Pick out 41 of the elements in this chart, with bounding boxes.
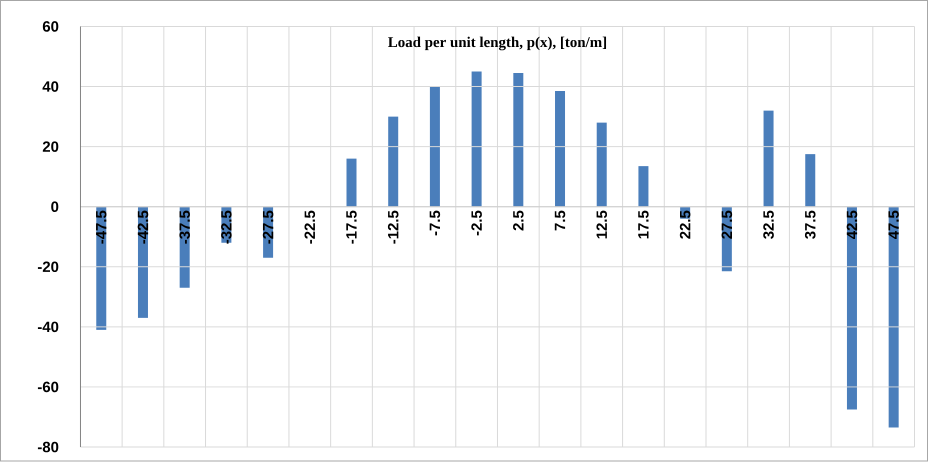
x-tick-label: 47.5: [888, 210, 899, 240]
x-tick-label: 22.5: [680, 210, 690, 240]
bar: [388, 116, 398, 207]
x-tick-label: -42.5: [138, 210, 148, 244]
x-tick-label: -17.5: [346, 210, 357, 244]
y-tick-label: 20: [42, 142, 58, 152]
bar: [638, 166, 648, 207]
x-tick-label: 12.5: [596, 210, 608, 239]
x-tick-label: -2.5: [471, 210, 482, 236]
x-tick-label: -27.5: [262, 210, 274, 244]
x-tick-label: -22.5: [304, 210, 316, 244]
x-tick-label: 32.5: [763, 210, 774, 240]
y-tick-label: 60: [42, 21, 58, 32]
y-tick-label: 40: [42, 82, 58, 92]
x-tick-label: -7.5: [430, 210, 440, 236]
x-tick-label: 27.5: [722, 210, 732, 240]
x-tick-label: 37.5: [804, 210, 816, 240]
y-tick-label: -80: [38, 442, 58, 453]
x-tick-label: 7.5: [554, 210, 566, 231]
x-tick-label: 42.5: [846, 210, 858, 240]
bar: [472, 72, 482, 207]
bar: [513, 73, 524, 207]
x-tick-label: 17.5: [638, 210, 649, 239]
y-tick-label: -60: [38, 382, 58, 392]
bar: [346, 158, 357, 207]
y-tick-label: 0: [51, 202, 58, 212]
y-tick-label: -20: [38, 262, 58, 272]
bar: [846, 206, 857, 410]
bar: [805, 154, 816, 207]
bar: [430, 86, 440, 207]
bar: [888, 206, 899, 428]
x-tick-label: 2.5: [513, 210, 524, 231]
bar: [764, 110, 774, 207]
x-tick-label: -32.5: [221, 210, 232, 244]
bar: [555, 91, 566, 207]
x-tick-label: -37.5: [179, 210, 190, 244]
x-tick-label: -47.5: [96, 210, 106, 244]
bar: [596, 122, 607, 207]
text: Load per unit length, p(x), [ton/m]: [388, 36, 606, 51]
y-tick-label: -40: [38, 322, 58, 332]
x-tick-label: -12.5: [388, 210, 398, 244]
